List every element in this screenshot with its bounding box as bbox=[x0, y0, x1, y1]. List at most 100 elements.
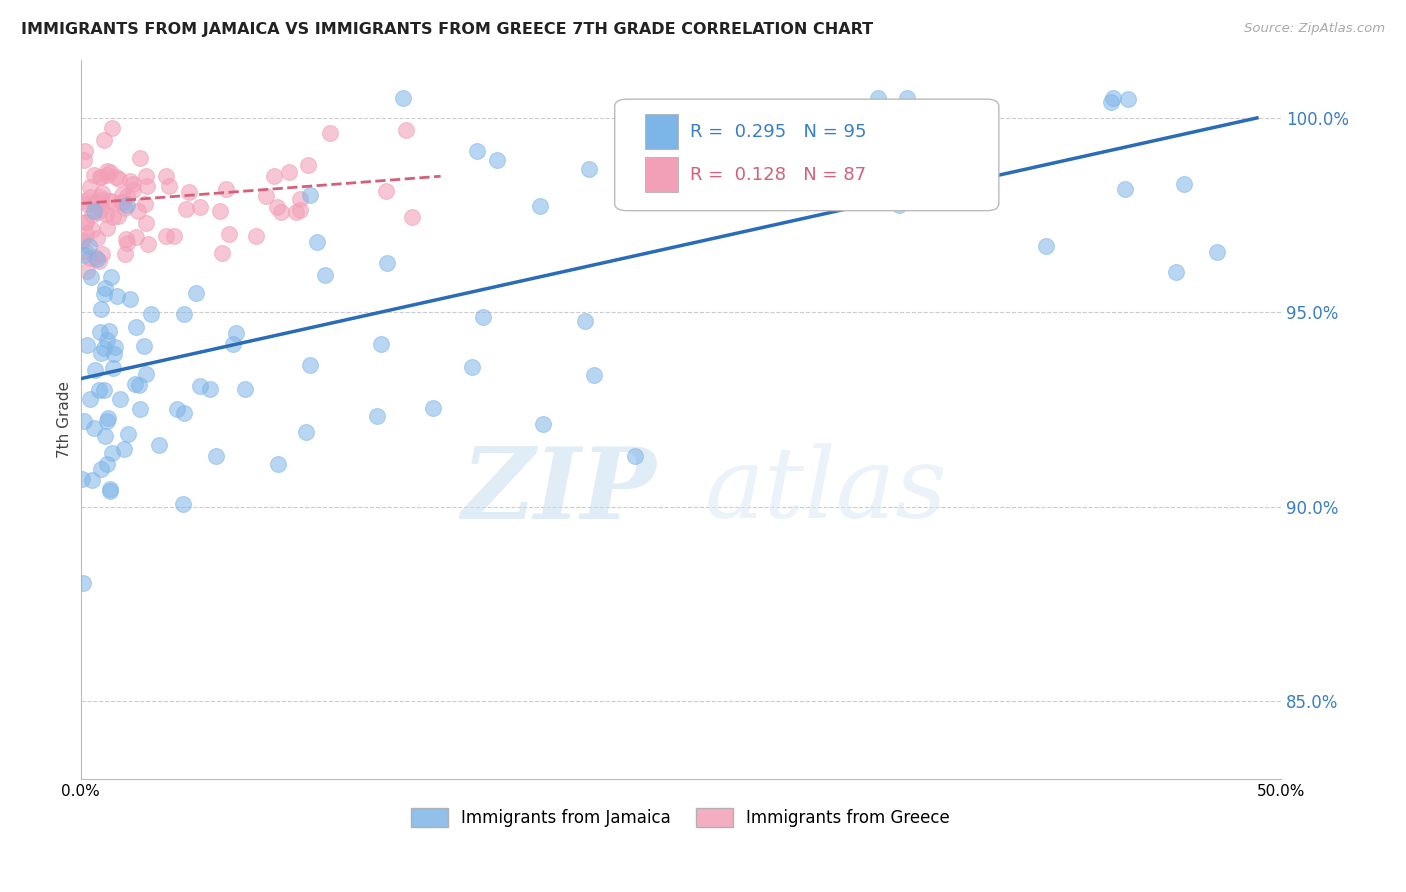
Bar bbox=[645, 157, 678, 192]
Point bbox=[125, 320, 148, 334]
Point bbox=[155, 229, 177, 244]
Point bbox=[225, 326, 247, 340]
Point bbox=[297, 158, 319, 172]
Point bbox=[115, 236, 138, 251]
Point bbox=[578, 161, 600, 176]
Point bbox=[166, 402, 188, 417]
Point bbox=[70, 234, 93, 248]
Point bbox=[75, 214, 97, 228]
Point bbox=[89, 326, 111, 340]
Point bbox=[1116, 92, 1139, 106]
Point bbox=[174, 202, 197, 217]
Point bbox=[290, 203, 312, 218]
Point bbox=[97, 324, 120, 338]
Point bbox=[704, 149, 727, 163]
Point bbox=[101, 210, 124, 224]
Point bbox=[73, 414, 96, 428]
Point bbox=[295, 425, 318, 439]
Point bbox=[214, 182, 236, 196]
Point bbox=[90, 193, 112, 207]
Point bbox=[1166, 265, 1188, 279]
Point bbox=[531, 417, 554, 431]
Point bbox=[129, 402, 152, 417]
Point bbox=[467, 144, 489, 158]
Point bbox=[73, 244, 96, 259]
Point bbox=[288, 192, 311, 206]
Point bbox=[83, 195, 105, 210]
Point bbox=[124, 377, 146, 392]
Point bbox=[86, 194, 108, 209]
Point bbox=[100, 194, 122, 209]
Point bbox=[134, 196, 156, 211]
Point bbox=[96, 414, 118, 428]
Point bbox=[80, 473, 103, 487]
Point bbox=[96, 220, 118, 235]
Point bbox=[222, 337, 245, 351]
Point bbox=[267, 457, 290, 471]
Point bbox=[100, 483, 122, 498]
Point bbox=[188, 379, 211, 393]
Point bbox=[101, 446, 124, 460]
Point bbox=[98, 482, 121, 496]
Point bbox=[270, 205, 292, 219]
Point bbox=[139, 308, 162, 322]
Point bbox=[1035, 238, 1057, 252]
Text: R =  0.128   N = 87: R = 0.128 N = 87 bbox=[690, 166, 866, 184]
Point bbox=[104, 340, 127, 354]
Point bbox=[94, 206, 117, 220]
Point bbox=[107, 209, 129, 223]
Point bbox=[285, 204, 308, 219]
Point bbox=[89, 254, 111, 268]
Point bbox=[73, 248, 96, 262]
Point bbox=[866, 91, 889, 105]
Point bbox=[98, 164, 121, 178]
Point bbox=[79, 252, 101, 266]
Point bbox=[97, 410, 120, 425]
Point bbox=[100, 269, 122, 284]
Point bbox=[186, 286, 208, 301]
Point bbox=[89, 346, 111, 360]
Point bbox=[101, 361, 124, 376]
Point bbox=[75, 214, 97, 228]
Point bbox=[90, 170, 112, 185]
Point bbox=[114, 201, 136, 215]
Text: ZIP: ZIP bbox=[461, 443, 657, 540]
Point bbox=[460, 359, 482, 374]
Point bbox=[1114, 182, 1136, 196]
Point bbox=[94, 429, 117, 443]
Text: R =  0.295   N = 95: R = 0.295 N = 95 bbox=[690, 122, 868, 141]
Point bbox=[157, 179, 180, 194]
Point bbox=[112, 442, 135, 456]
Point bbox=[190, 200, 212, 214]
Point bbox=[314, 268, 336, 282]
Point bbox=[86, 252, 108, 266]
Point bbox=[211, 246, 233, 260]
Point bbox=[103, 347, 125, 361]
Point bbox=[370, 337, 392, 351]
Point bbox=[366, 409, 388, 424]
Point bbox=[108, 392, 131, 407]
Point bbox=[218, 227, 240, 241]
Point bbox=[128, 378, 150, 392]
Point bbox=[82, 208, 104, 222]
Point bbox=[266, 200, 288, 214]
Point bbox=[86, 231, 108, 245]
Point bbox=[83, 204, 105, 219]
Point bbox=[472, 310, 495, 324]
Point bbox=[83, 421, 105, 435]
Point bbox=[75, 227, 97, 242]
Point bbox=[132, 339, 155, 353]
Point bbox=[319, 126, 342, 140]
Point bbox=[80, 223, 103, 237]
Point bbox=[90, 202, 112, 216]
Point bbox=[76, 197, 98, 211]
Point bbox=[277, 165, 299, 179]
Point bbox=[118, 174, 141, 188]
Point bbox=[235, 382, 257, 396]
Point bbox=[84, 363, 107, 377]
Point bbox=[96, 333, 118, 347]
FancyBboxPatch shape bbox=[614, 99, 998, 211]
Point bbox=[155, 169, 177, 183]
Point bbox=[254, 189, 277, 203]
Point bbox=[135, 216, 157, 230]
